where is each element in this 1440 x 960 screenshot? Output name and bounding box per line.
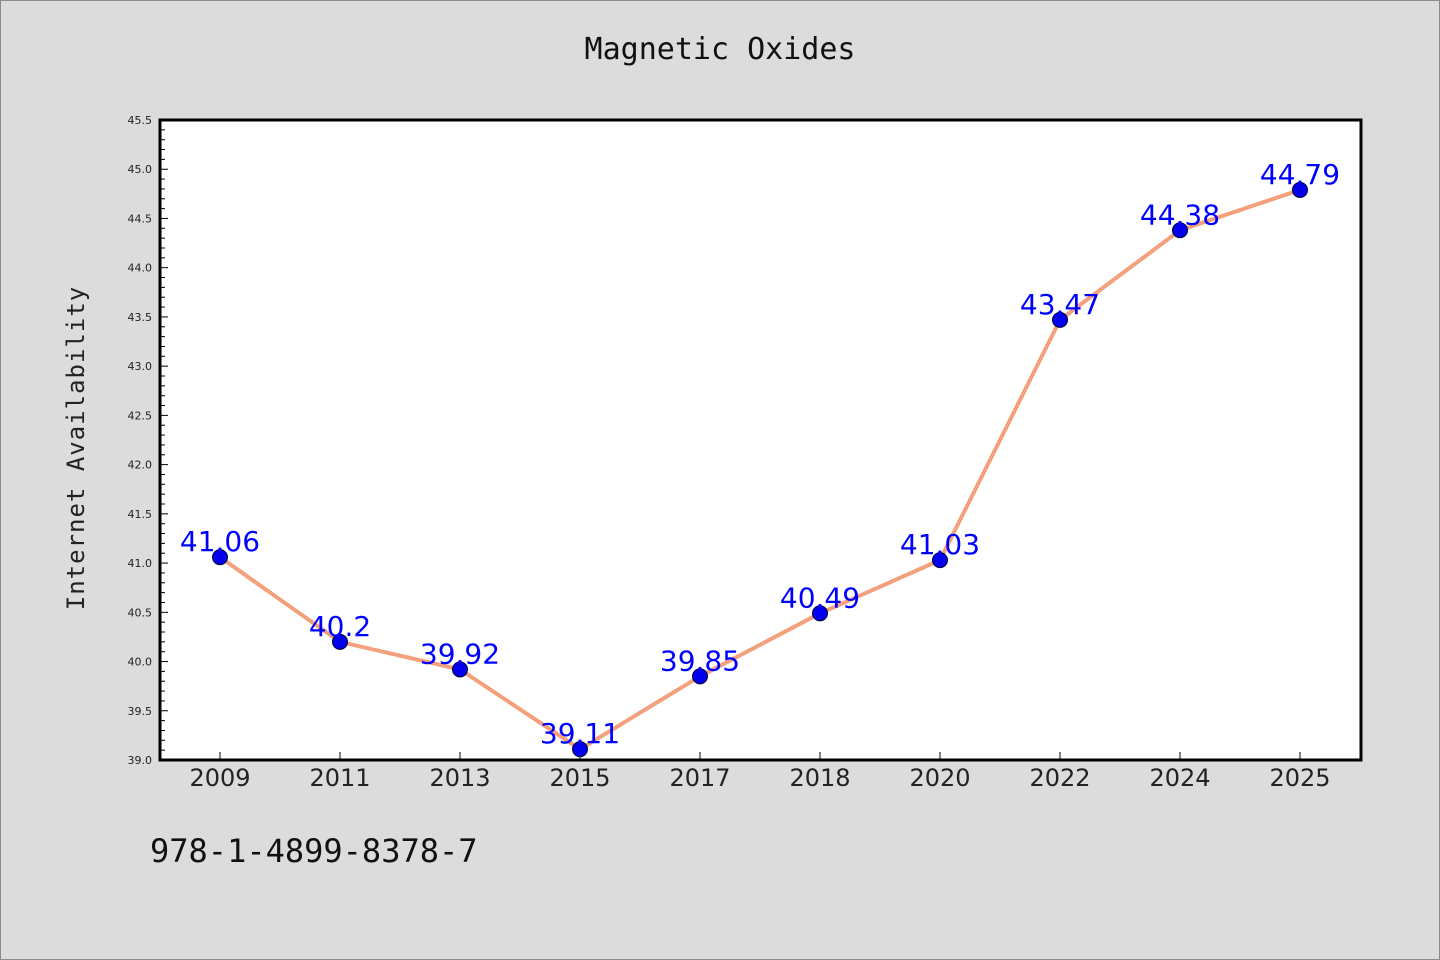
x-tick-label: 2024 xyxy=(1149,764,1210,792)
data-point xyxy=(572,741,588,758)
data-label: 44.38 xyxy=(1140,198,1220,231)
y-tick-label: 42.5 xyxy=(128,409,153,422)
data-point xyxy=(692,668,708,685)
data-label: 40.49 xyxy=(780,581,860,614)
data-point xyxy=(332,633,348,650)
data-point xyxy=(1052,311,1068,328)
y-tick-label: 39.5 xyxy=(128,705,153,718)
x-tick-label: 2022 xyxy=(1029,764,1090,792)
x-tick-label: 2017 xyxy=(669,764,730,792)
data-label: 40.2 xyxy=(309,610,371,643)
y-tick-label: 44.5 xyxy=(128,212,153,225)
chart-title: Magnetic Oxides xyxy=(584,32,856,67)
data-label: 39.85 xyxy=(660,644,740,677)
data-label: 43.47 xyxy=(1020,288,1100,321)
x-tick-label: 2009 xyxy=(189,764,250,792)
y-tick-label: 43.5 xyxy=(128,311,153,324)
y-tick-label: 45.0 xyxy=(128,163,153,176)
plot-area xyxy=(160,120,1361,760)
data-point xyxy=(1172,222,1188,239)
x-tick-label: 2025 xyxy=(1269,764,1330,792)
data-label: 41.06 xyxy=(180,525,260,558)
data-label: 39.11 xyxy=(540,717,620,750)
data-label: 44.79 xyxy=(1260,158,1340,191)
data-label: 39.92 xyxy=(420,637,500,670)
data-point xyxy=(812,605,828,622)
x-tick-label: 2015 xyxy=(549,764,610,792)
y-tick-label: 39.0 xyxy=(128,754,153,767)
y-tick-label: 41.0 xyxy=(128,557,153,570)
data-point xyxy=(212,549,228,566)
x-tick-label: 2018 xyxy=(789,764,850,792)
x-tick-label: 2013 xyxy=(429,764,490,792)
y-tick-label: 43.0 xyxy=(128,360,153,373)
y-tick-label: 42.0 xyxy=(128,459,153,472)
y-tick-label: 45.5 xyxy=(128,114,153,127)
data-point xyxy=(452,661,468,678)
x-tick-label: 2011 xyxy=(309,764,370,792)
series-line xyxy=(218,188,1301,752)
x-tick-label: 2020 xyxy=(909,764,970,792)
y-tick-label: 44.0 xyxy=(128,262,153,275)
y-tick-label: 40.5 xyxy=(128,606,153,619)
data-label: 41.03 xyxy=(900,528,980,561)
y-tick-label: 40.0 xyxy=(128,656,153,669)
data-point xyxy=(932,552,948,569)
isbn-footnote: 978-1-4899-8378-7 xyxy=(150,832,478,870)
plot-frame xyxy=(158,118,1363,762)
y-tick-label: 41.5 xyxy=(128,508,153,521)
data-point xyxy=(1292,181,1308,198)
